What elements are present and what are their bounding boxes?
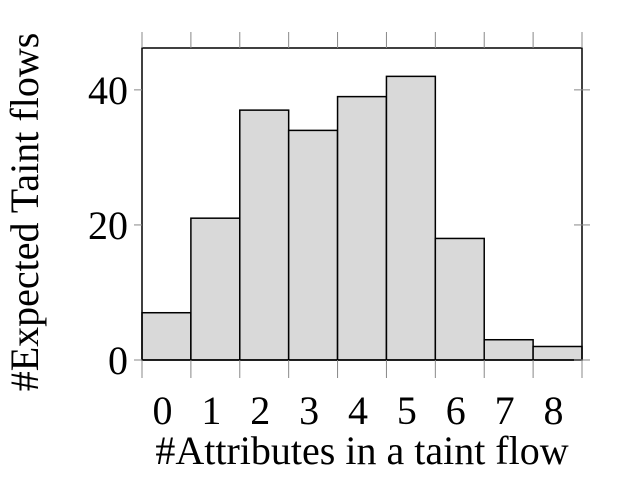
x-tick-label: 2 [250, 388, 270, 433]
bar [190, 217, 241, 361]
y-tick-label: 0 [108, 338, 128, 383]
x-tick-label: 7 [495, 388, 515, 433]
y-axis-label: #Expected Taint flows [2, 33, 47, 392]
bar [532, 345, 583, 361]
x-tick-label: 3 [299, 388, 319, 433]
y-tick-label: 40 [88, 68, 128, 113]
plot-frame [141, 47, 583, 361]
x-tick-label: 8 [544, 388, 564, 433]
bar [336, 95, 388, 361]
bar [434, 237, 485, 361]
x-axis-label: #Attributes in a taint flow [155, 428, 568, 473]
y-tick-label: 20 [88, 203, 128, 248]
bar [239, 109, 290, 361]
x-tick-label: 6 [446, 388, 466, 433]
x-tick-label: 5 [397, 388, 417, 433]
x-tick-label: 0 [152, 388, 172, 433]
bar [385, 75, 437, 361]
x-tick-label: 1 [201, 388, 221, 433]
bar [141, 311, 192, 361]
x-tick-label: 4 [348, 388, 368, 433]
bar [287, 129, 339, 361]
bar [483, 338, 534, 361]
